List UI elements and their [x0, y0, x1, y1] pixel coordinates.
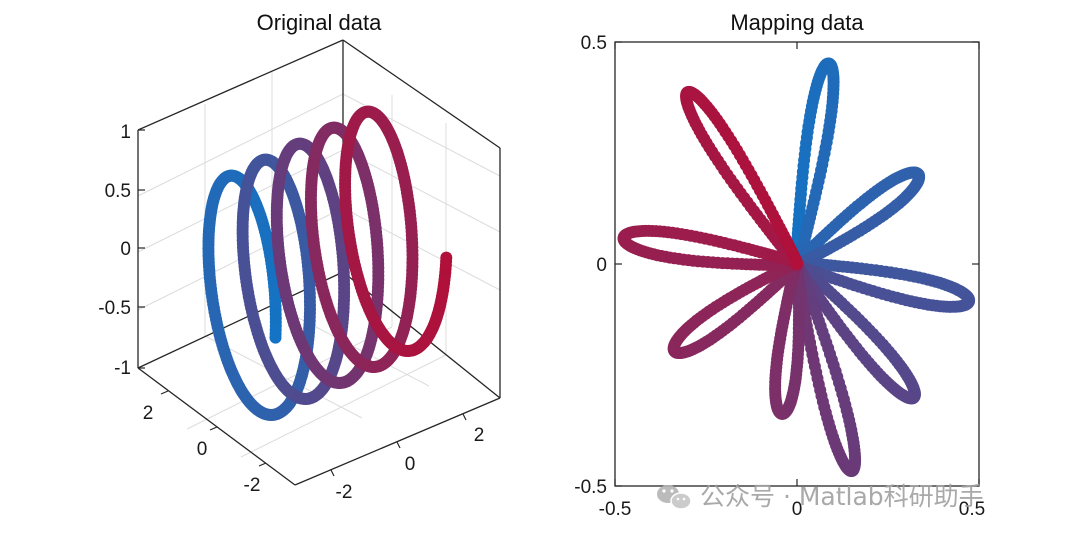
left-floor-ticks [160, 390, 467, 477]
y-tick-mark [160, 390, 169, 395]
left-z-tick-labels: 1 0.5 0 -0.5 -1 [98, 122, 131, 379]
scatter-point [440, 251, 453, 264]
y-tick-label: 0 [197, 439, 208, 460]
left-z-ticks [138, 129, 145, 369]
x-tick-mark [396, 441, 401, 449]
watermark: 公众号 · Matlab科研助手 [657, 482, 984, 511]
x-tick-label: 0.5 [959, 499, 985, 520]
wechat-icon [657, 485, 692, 510]
y-tick-label: 0 [596, 255, 607, 276]
x-tick-mark [330, 469, 335, 477]
y-tick-label: 0.5 [581, 33, 607, 54]
scatter-point [305, 214, 318, 227]
box-edge [137, 39, 344, 131]
scatter-point [339, 199, 352, 212]
x-tick-label: 2 [474, 425, 485, 446]
z-tick-label: 0 [120, 239, 131, 260]
grid-line [137, 93, 344, 197]
right-chart-title: Mapping data [730, 10, 864, 35]
y-tick-mark [258, 462, 267, 467]
grid-line [186, 326, 393, 430]
x-tick-mark [462, 413, 467, 421]
grid-line [342, 207, 501, 291]
right-x-tick-labels: -0.5 0 0.5 [599, 499, 986, 520]
y-tick-label: 2 [143, 403, 154, 424]
left-helix-points [202, 105, 453, 421]
x-tick-label: 0 [405, 454, 416, 475]
z-tick-label: -0.5 [98, 298, 131, 319]
scatter-point [271, 229, 284, 242]
z-tick-label: -1 [114, 358, 131, 379]
right-y-tick-labels: 0.5 0 -0.5 [574, 33, 607, 498]
x-tick-label: -0.5 [599, 499, 632, 520]
box-edge [137, 367, 296, 486]
x-tick-label: 0 [792, 499, 803, 520]
watermark-text: 公众号 · Matlab科研助手 [700, 482, 984, 511]
x-tick-label: -2 [336, 482, 353, 503]
scatter-point [791, 257, 804, 270]
z-tick-label: 0.5 [105, 181, 131, 202]
box-edge [294, 397, 501, 486]
original-data-plot: Original data [98, 10, 501, 503]
z-tick-label: 1 [120, 122, 131, 143]
right-star-points [617, 57, 976, 477]
left-y-tick-labels: 2 0 -2 [143, 403, 261, 496]
right-tick-marks [614, 41, 980, 487]
grid-line [342, 149, 501, 233]
box-edge [342, 271, 501, 399]
y-tick-mark [209, 426, 218, 431]
scatter-point [237, 248, 250, 261]
box-edge [342, 39, 501, 149]
y-tick-label: -0.5 [574, 477, 607, 498]
scatter-point [203, 264, 216, 277]
mapping-data-plot: Mapping data 0.5 0 -0.5 -0.5 0 0.5 [574, 10, 985, 520]
left-chart-title: Original data [257, 10, 383, 35]
y-tick-label: -2 [244, 475, 261, 496]
left-x-tick-labels: -2 0 2 [336, 425, 485, 503]
grid-line [240, 354, 447, 458]
